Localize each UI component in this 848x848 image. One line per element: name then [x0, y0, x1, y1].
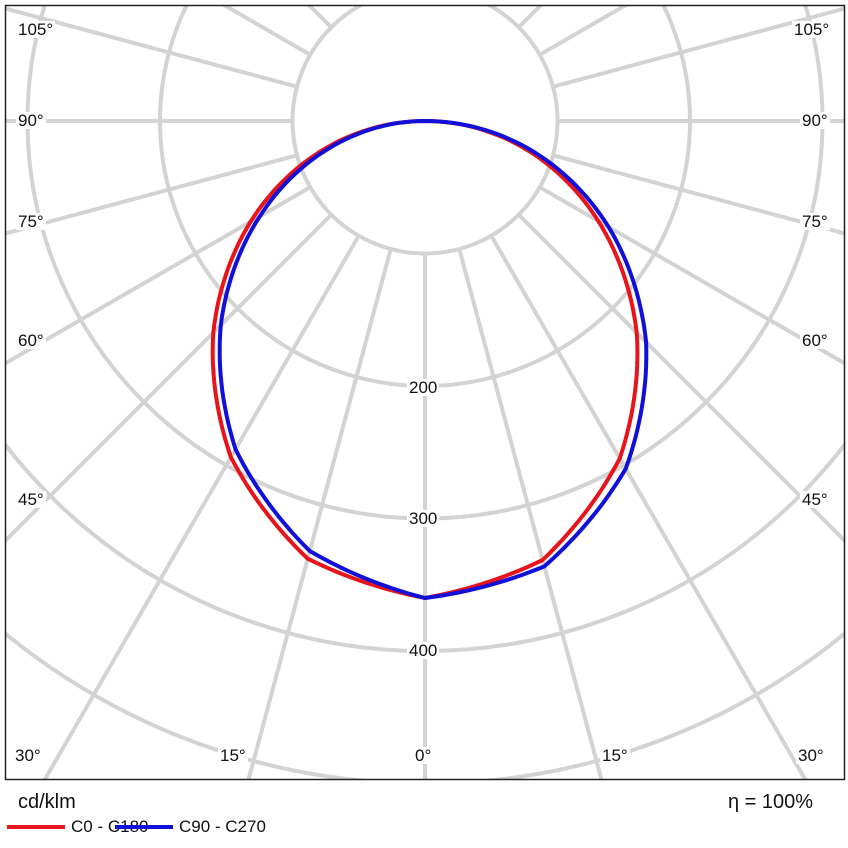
angle-label-bottom-0: 0°	[413, 746, 434, 765]
angle-label-bottom-30-left: 30°	[13, 746, 43, 765]
angle-label-right-105: 105°	[792, 20, 832, 39]
angle-label-bottom-15-right: 15°	[600, 746, 630, 765]
ring-label-300: 300	[407, 509, 440, 528]
angle-label-left-90: 90°	[16, 111, 46, 130]
legend-item-c0-c180: C0 - C180	[7, 817, 148, 837]
angle-label-right-45: 45°	[800, 490, 830, 509]
ring-label-200: 200	[407, 378, 440, 397]
legend-swatch-blue	[115, 825, 173, 829]
legend-swatch-red	[7, 825, 65, 829]
unit-label: cd/klm	[18, 791, 76, 813]
intensity-curves	[210, 119, 649, 600]
efficiency-label: η = 100%	[728, 791, 814, 813]
angle-label-right-60: 60°	[800, 331, 830, 350]
angle-label-right-75: 75°	[800, 212, 830, 231]
angle-label-bottom-15-left: 15°	[218, 746, 248, 765]
legend-item-c90-c270: C90 - C270	[115, 817, 266, 837]
curve-c90-c270	[217, 119, 649, 600]
legend-label: C90 - C270	[179, 817, 266, 836]
angle-label-bottom-30-right: 30°	[796, 746, 826, 765]
angle-label-left-75: 75°	[16, 212, 46, 231]
angle-label-left-60: 60°	[16, 331, 46, 350]
plot-border	[4, 4, 846, 781]
angle-label-left-105: 105°	[16, 20, 56, 39]
ring-label-400: 400	[407, 641, 440, 660]
angle-label-left-45: 45°	[16, 490, 46, 509]
legend-label: C0 - C180	[71, 817, 149, 836]
angle-label-right-90: 90°	[800, 111, 830, 130]
